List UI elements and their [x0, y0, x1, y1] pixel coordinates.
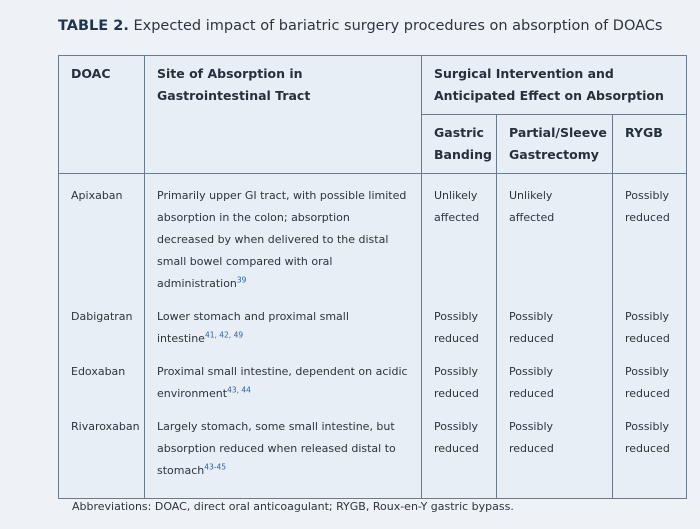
table-cell: Possibly reduced — [496, 295, 613, 350]
cell-text: Lower stomach and proximal small intesti… — [157, 310, 349, 345]
table-row: Dabigatran Lower stomach and proximal sma… — [58, 295, 688, 350]
table-row: Rivaroxaban Largely stomach, some small i… — [58, 405, 688, 499]
cell-text: Largely stomach, some small intestine, b… — [157, 420, 396, 477]
header-cell: Gastric Banding — [421, 114, 497, 174]
table-cell: Unlikely affected — [496, 173, 613, 295]
table-cell: Possibly reduced — [496, 405, 613, 499]
header-cell: Site of Absorption in Gastrointestinal T… — [144, 55, 422, 174]
header-cell: DOAC — [58, 55, 145, 174]
table: DOAC Site of Absorption in Gastrointesti… — [58, 55, 688, 499]
cell-text: Edoxaban — [71, 365, 126, 378]
cell-text: Possibly reduced — [434, 310, 479, 345]
table-cell: Possibly reduced — [421, 405, 497, 499]
table-title: TABLE 2. Expected impact of bariatric su… — [58, 18, 662, 34]
reference: 43-45 — [204, 462, 227, 472]
cell-text: Possibly reduced — [434, 365, 479, 400]
table-cell: Possibly reduced — [611, 173, 688, 295]
table-cell: Possibly reduced — [421, 350, 497, 405]
table-cell: Rivaroxaban — [58, 405, 145, 499]
cell-text: Possibly reduced — [509, 310, 554, 345]
header-cell: Partial/Sleeve Gastrectomy — [496, 114, 613, 174]
cell-text: Rivaroxaban — [71, 420, 140, 433]
table-cell: Largely stomach, some small intestine, b… — [144, 405, 422, 499]
table-cell: Possibly reduced — [611, 350, 688, 405]
table-cell: Dabigatran — [58, 295, 145, 350]
reference: 43, 44 — [227, 385, 251, 395]
footnote: Abbreviations: DOAC, direct oral anticoa… — [72, 500, 514, 513]
table-cell: Possibly reduced — [611, 405, 688, 499]
table-label: TABLE 2. — [58, 18, 129, 34]
cell-text: Unlikely affected — [509, 189, 555, 224]
table-cell: Lower stomach and proximal small intesti… — [144, 295, 422, 350]
header-group: Surgical Intervention and Anticipated Ef… — [420, 55, 688, 115]
cell-text: Apixaban — [71, 189, 123, 202]
table-cell: Proximal small intestine, dependent on a… — [144, 350, 422, 405]
cell-text: Possibly reduced — [625, 365, 670, 400]
cell-text: Primarily upper GI tract, with possible … — [157, 189, 407, 290]
table-row: Apixaban Primarily upper GI tract, with p… — [58, 173, 688, 295]
table-row: Edoxaban Proximal small intestine, depend… — [58, 350, 688, 405]
cell-text: Possibly reduced — [434, 420, 479, 455]
table-cell: Edoxaban — [58, 350, 145, 405]
table-cell: Apixaban — [58, 173, 145, 295]
table-cell: Possibly reduced — [496, 350, 613, 405]
reference: 41, 42, 49 — [204, 330, 244, 340]
cell-text: Proximal small intestine, dependent on a… — [157, 365, 408, 400]
table-caption: Expected impact of bariatric surgery pro… — [133, 18, 663, 34]
cell-text: Possibly reduced — [625, 420, 670, 455]
table-cell: Unlikely affected — [421, 173, 497, 295]
cell-text: Possibly reduced — [625, 310, 670, 345]
cell-text: Possibly reduced — [509, 420, 554, 455]
cell-text: Dabigatran — [71, 310, 133, 323]
cell-text: Possibly reduced — [509, 365, 554, 400]
reference: 39 — [236, 275, 247, 285]
table-cell: Possibly reduced — [611, 295, 688, 350]
cell-text: Possibly reduced — [625, 189, 670, 224]
cell-text: Unlikely affected — [434, 189, 480, 224]
table-cell: Possibly reduced — [421, 295, 497, 350]
header-cell: RYGB — [611, 114, 688, 174]
table-cell: Primarily upper GI tract, with possible … — [144, 173, 422, 295]
